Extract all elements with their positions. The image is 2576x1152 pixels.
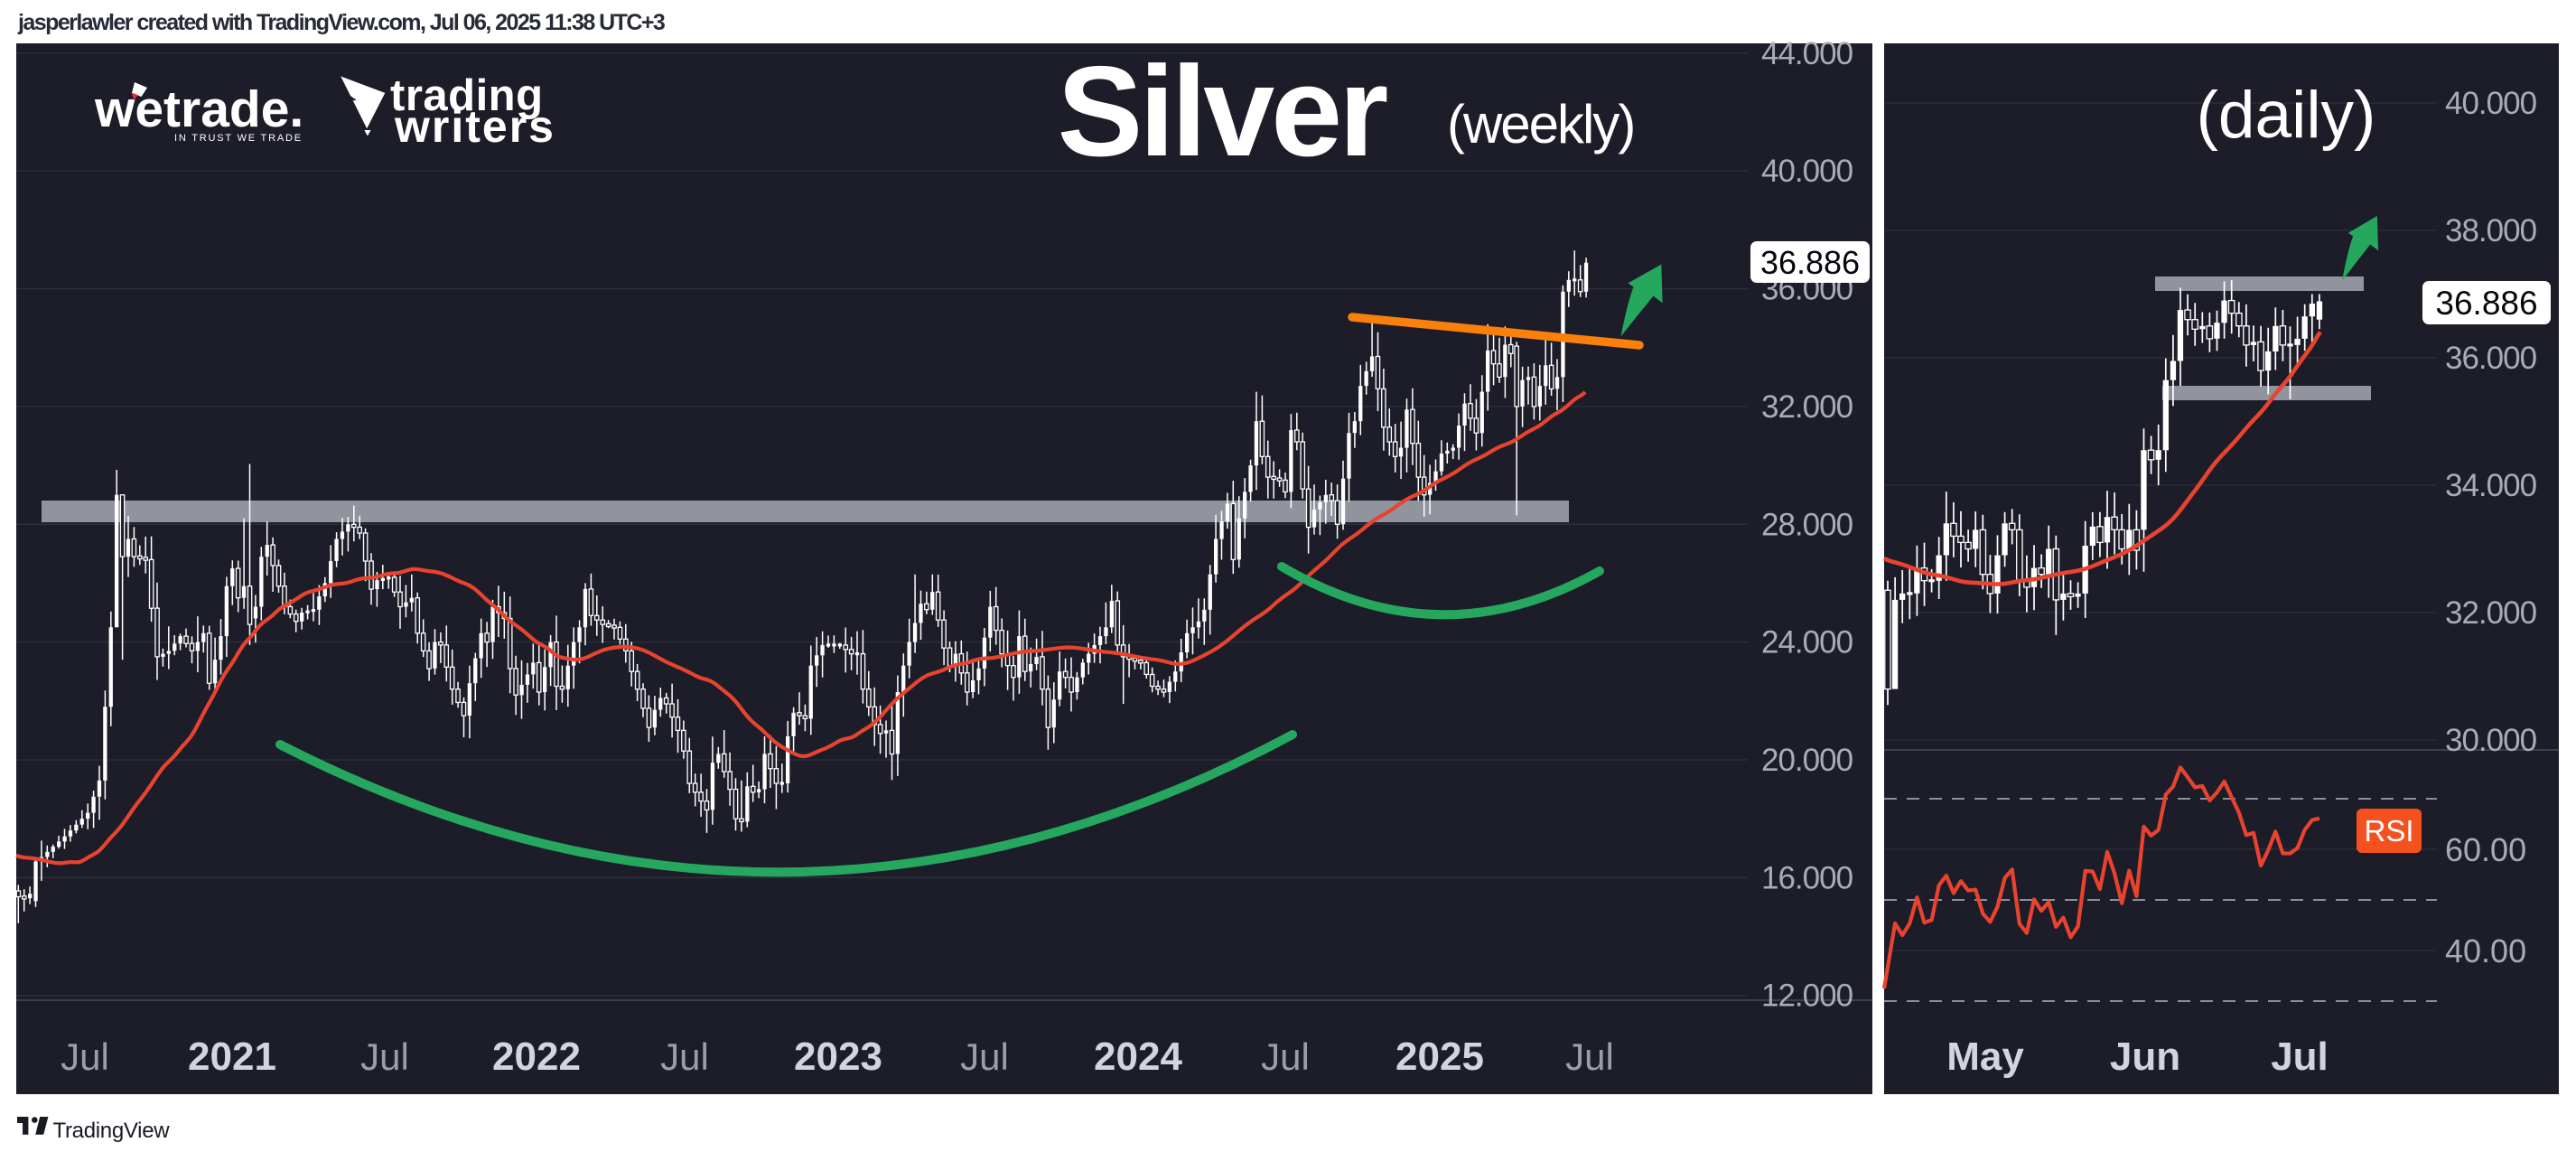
svg-text:24.000: 24.000 [1761,625,1853,660]
svg-text:Jul: Jul [660,1035,709,1078]
svg-text:2022: 2022 [492,1035,581,1079]
svg-text:Jul: Jul [1565,1035,1614,1078]
svg-text:Jul: Jul [960,1035,1009,1078]
svg-text:trading: trading [390,71,544,120]
svg-text:Jul: Jul [2271,1035,2329,1079]
svg-text:May: May [1946,1035,2024,1079]
svg-text:TradingView: TradingView [53,1119,171,1143]
svg-text:40.000: 40.000 [1761,154,1853,189]
svg-text:RSI: RSI [2364,814,2413,848]
svg-text:wetrade.: wetrade. [94,80,303,138]
svg-text:12.000: 12.000 [1761,979,1853,1014]
svg-text:Silver: Silver [1058,40,1388,183]
svg-text:20.000: 20.000 [1761,743,1853,778]
svg-text:36.000: 36.000 [2445,341,2537,376]
svg-text:34.000: 34.000 [2445,468,2537,503]
svg-text:60.00: 60.00 [2445,831,2526,868]
svg-text:2023: 2023 [794,1035,882,1079]
svg-text:2025: 2025 [1395,1035,1484,1079]
svg-text:40.00: 40.00 [2445,932,2526,969]
svg-text:40.000: 40.000 [2445,86,2537,121]
svg-text:2024: 2024 [1094,1035,1182,1079]
svg-text:28.000: 28.000 [1761,507,1853,542]
svg-text:Jun: Jun [2110,1035,2180,1079]
svg-text:36.886: 36.886 [1760,244,1860,281]
svg-text:32.000: 32.000 [1761,389,1853,425]
svg-text:36.886: 36.886 [2435,285,2537,322]
svg-text:(weekly): (weekly) [1447,94,1634,155]
svg-text:38.000: 38.000 [2445,213,2537,248]
svg-text:IN TRUST WE TRADE: IN TRUST WE TRADE [174,133,303,144]
svg-text:Jul: Jul [360,1035,409,1078]
svg-text:Jul: Jul [1261,1035,1310,1078]
svg-text:16.000: 16.000 [1761,860,1853,895]
svg-text:30.000: 30.000 [2445,723,2537,758]
svg-text:Jul: Jul [61,1035,109,1078]
svg-text:2021: 2021 [188,1035,276,1079]
svg-text:(daily): (daily) [2197,79,2376,152]
svg-text:writers: writers [394,101,555,152]
svg-text:44.000: 44.000 [1761,36,1853,71]
svg-text:32.000: 32.000 [2445,595,2537,631]
